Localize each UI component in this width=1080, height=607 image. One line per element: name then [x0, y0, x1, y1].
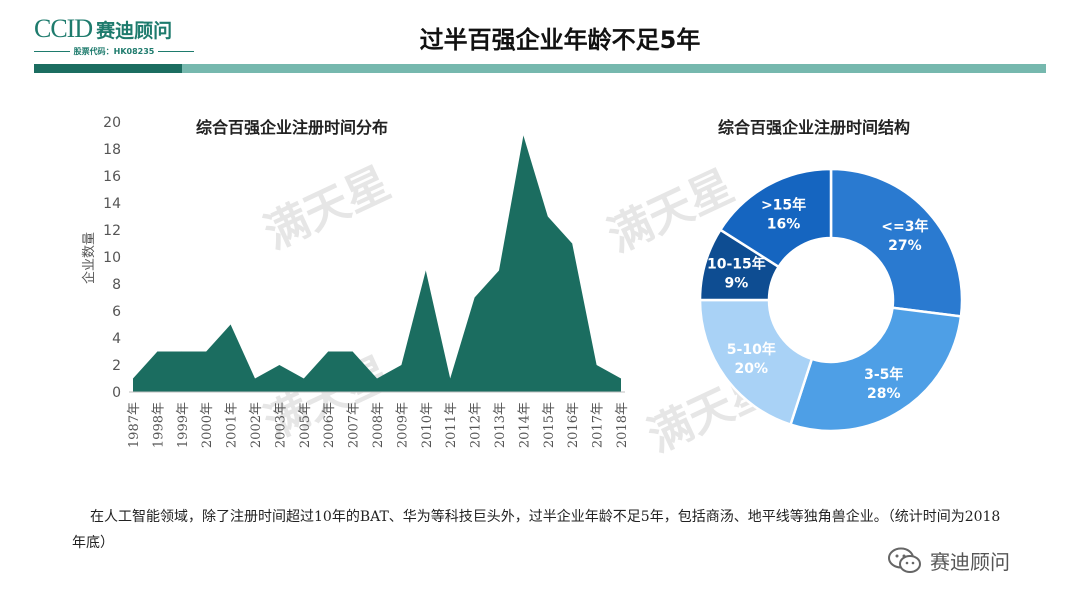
area-series [133, 135, 621, 392]
logo-text: CCID [34, 14, 93, 43]
x-tick-label: 2007年 [347, 402, 362, 448]
y-axis-label: 企业数量 [81, 232, 97, 284]
slice-value-label: 27% [888, 238, 922, 254]
slice-value-label: 9% [725, 276, 749, 292]
page-title: 过半百强企业年龄不足5年 [419, 26, 701, 54]
stock-code-text: 股票代码：HK08235 [73, 47, 155, 56]
y-tick-label: 2 [112, 358, 121, 374]
x-tick-label: 2001年 [225, 402, 240, 448]
x-tick-label: 2013年 [493, 402, 508, 448]
donut-chart-title: 综合百强企业注册时间结构 [718, 118, 911, 137]
donut-slice [788, 306, 963, 433]
slice-value-label: 20% [735, 361, 769, 377]
header-bar-dark [34, 64, 182, 73]
x-tick-label: 2006年 [322, 402, 337, 448]
x-tick-label: 2016年 [566, 402, 581, 448]
area-chart-title: 综合百强企业注册时间分布 [196, 118, 389, 137]
y-tick-label: 14 [103, 196, 121, 212]
slice-label: <=3年 [881, 218, 928, 235]
y-tick-label: 8 [112, 277, 121, 293]
slice-value-label: 28% [867, 386, 901, 402]
caption-text: 在人工智能领域，除了注册时间超过10年的BAT、华为等科技巨头外，过半企业年龄不… [72, 509, 1001, 551]
y-tick-label: 18 [103, 142, 121, 158]
stock-code: 股票代码：HK08235 [34, 46, 195, 57]
x-tick-label: 2008年 [371, 402, 386, 448]
slice-label: >15年 [761, 197, 806, 214]
x-tick-label: 2005年 [298, 402, 313, 448]
x-tick-label: 2011年 [444, 402, 459, 448]
x-tick-label: 2003年 [273, 402, 288, 448]
logo-cn-text: 赛迪顾问 [96, 20, 173, 42]
x-tick-label: 2009年 [395, 402, 410, 448]
source-badge: 赛迪顾问 [888, 546, 1010, 575]
x-tick-label: 1987年 [127, 402, 142, 448]
x-tick-label: 2014年 [517, 402, 532, 448]
x-tick-label: 2002年 [249, 402, 264, 448]
wechat-icon [888, 547, 921, 573]
donut-slice [698, 298, 814, 427]
y-tick-label: 16 [103, 169, 121, 185]
slice-label: 10-15年 [707, 256, 766, 273]
donut-slice [718, 167, 833, 269]
x-tick-label: 2010年 [420, 402, 435, 448]
slice-value-label: 16% [767, 217, 801, 233]
y-tick-label: 10 [103, 250, 121, 266]
x-tick-label: 1999年 [176, 402, 191, 448]
slice-label: 5-10年 [727, 341, 776, 358]
source-badge-text: 赛迪顾问 [930, 550, 1010, 574]
x-tick-label: 2017年 [591, 402, 606, 448]
x-tick-label: 1998年 [151, 402, 166, 448]
donut-slice [829, 167, 964, 318]
y-tick-label: 4 [112, 331, 121, 347]
header-bar-light [182, 64, 1046, 73]
slice-label: 3-5年 [864, 366, 903, 383]
x-tick-label: 2000年 [200, 402, 215, 448]
y-tick-label: 6 [112, 304, 121, 320]
x-tick-label: 2012年 [469, 402, 484, 448]
y-tick-label: 20 [103, 115, 121, 131]
ccid-logo: CCID 赛迪顾问 股票代码：HK08235 [34, 14, 195, 57]
y-tick-label: 12 [103, 223, 121, 239]
x-tick-label: 2018年 [615, 402, 630, 448]
x-tick-label: 2015年 [542, 402, 557, 448]
y-tick-label: 0 [112, 385, 121, 401]
